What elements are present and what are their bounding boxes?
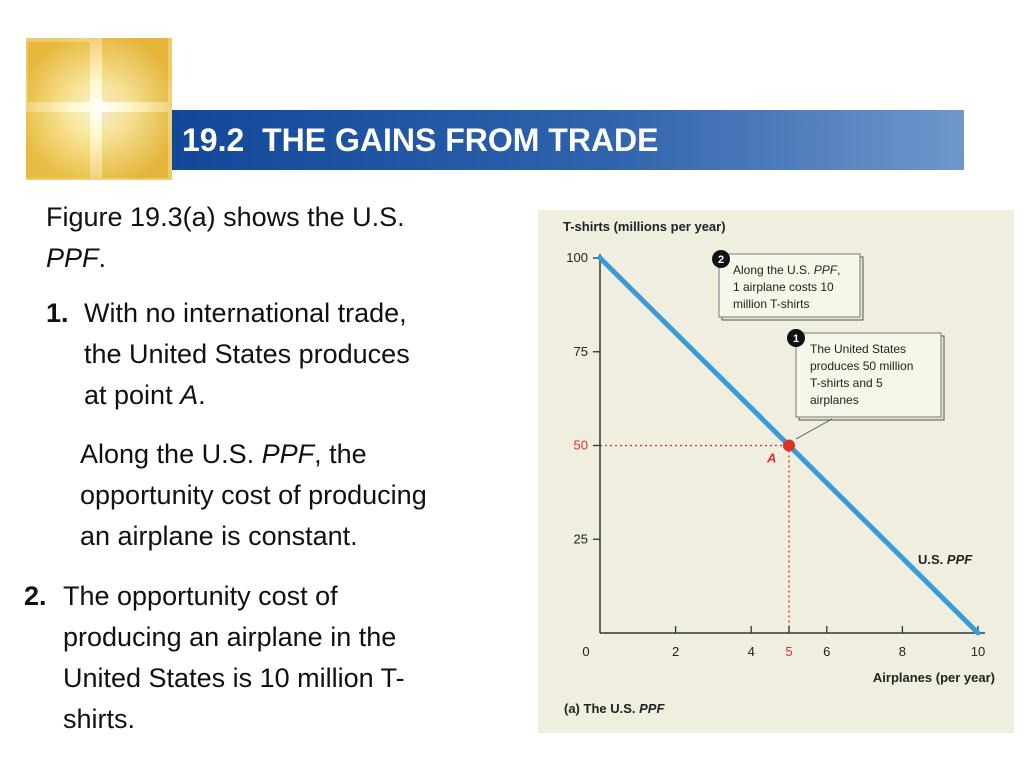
callout-2-badge xyxy=(712,250,730,268)
point-2-number-text: 2. xyxy=(24,581,47,611)
callout-2-line1-c: , xyxy=(837,263,840,277)
x-tick-label-4: 4 xyxy=(748,644,755,659)
x-tick-label-10: 10 xyxy=(971,644,985,659)
intro-text: Figure 19.3(a) shows the U.S. PPF. xyxy=(46,197,466,279)
x-tick-label-8: 8 xyxy=(899,644,906,659)
series-label-prefix: U.S. xyxy=(918,552,947,567)
y-tick-label-25: 25 xyxy=(574,531,588,546)
note-line3: an airplane is constant. xyxy=(80,521,358,551)
note-line1-a: Along the U.S. xyxy=(80,439,262,469)
callout-2-line1-b: PPF xyxy=(814,263,838,277)
point-1-number-text: 1. xyxy=(46,298,69,328)
title-bar: 19.2 THE GAINS FROM TRADE xyxy=(172,110,964,170)
x-axis-label: Airplanes (per year) xyxy=(873,670,995,685)
callout-1-badge xyxy=(787,329,805,347)
callout-2-line3: million T-shirts xyxy=(733,297,809,311)
callout-1-leader xyxy=(795,418,833,440)
x-tick-label-2: 2 xyxy=(672,644,679,659)
point-2-number: 2. xyxy=(24,576,47,617)
y-axis-label: T-shirts (millions per year) xyxy=(563,219,726,234)
series-label: U.S. PPF xyxy=(918,552,973,567)
note-line1-b: PPF xyxy=(261,439,315,469)
intro-italic: PPF xyxy=(46,243,99,273)
point-1-line2: the United States produces xyxy=(84,339,410,369)
figure-caption: (a) The U.S. PPF xyxy=(564,701,665,716)
y-tick-label-75: 75 xyxy=(574,344,588,359)
callout-1-line3: T-shirts and 5 xyxy=(810,376,883,390)
callout-1-line4: airplanes xyxy=(810,393,859,407)
x-tick-label-0: 0 xyxy=(582,644,589,659)
callout-2-line1: Along the U.S. PPF, xyxy=(733,263,840,277)
point-a-marker xyxy=(783,439,795,452)
point-1-line3: at point A. xyxy=(84,375,206,416)
callout-1: 1 The United States produces 50 million … xyxy=(787,329,945,440)
caption-prefix: (a) The U.S. xyxy=(564,701,639,716)
point-1-line3-c: . xyxy=(198,380,206,410)
callout-1-number: 1 xyxy=(793,333,799,345)
series-label-italic: PPF xyxy=(947,552,973,567)
callout-2-line2: 1 airplane costs 10 xyxy=(733,280,834,294)
point-1-line3-b: A xyxy=(180,380,199,410)
callout-1-line2: produces 50 million xyxy=(810,359,913,373)
point-a-label: A xyxy=(766,451,776,466)
note-line1-c: , the xyxy=(314,439,367,469)
figure-panel: 0 2 4 5 6 8 10 25 50 75 100 T-shirts (millions per… xyxy=(538,210,1014,733)
callout-2: 2 Along the U.S. PPF, 1 airplane costs 1… xyxy=(712,250,864,321)
point-2-line3: United States is 10 million T- xyxy=(63,663,405,693)
point-1-line1: With no international trade, xyxy=(84,298,407,328)
x-tick-label-5: 5 xyxy=(785,644,792,659)
point-2-line1: The opportunity cost of xyxy=(63,581,338,611)
slide-title: 19.2 THE GAINS FROM TRADE xyxy=(182,122,659,158)
intro-end: . xyxy=(98,243,107,273)
intro-main: Figure 19.3(a) shows the U.S. xyxy=(46,202,405,232)
caption-italic: PPF xyxy=(639,701,665,716)
ppf-chart: 0 2 4 5 6 8 10 25 50 75 100 T-shirts (millions per… xyxy=(563,219,995,716)
logo-icon xyxy=(26,38,172,180)
note-line2: opportunity cost of producing xyxy=(80,480,427,510)
y-tick-label-50: 50 xyxy=(574,438,588,453)
point-2-line2: producing an airplane in the xyxy=(63,622,397,652)
note-line1: Along the U.S. PPF, the xyxy=(80,434,367,475)
callout-1-line1: The United States xyxy=(810,342,906,356)
y-tick-label-100: 100 xyxy=(566,250,588,265)
callout-2-number: 2 xyxy=(718,254,724,266)
callout-2-line1-a: Along the U.S. xyxy=(733,263,814,277)
point-1-number: 1. xyxy=(46,293,69,334)
x-tick-label-6: 6 xyxy=(823,644,830,659)
point-1-line3-a: at point xyxy=(84,380,181,410)
point-2-line4: shirts. xyxy=(63,704,136,734)
